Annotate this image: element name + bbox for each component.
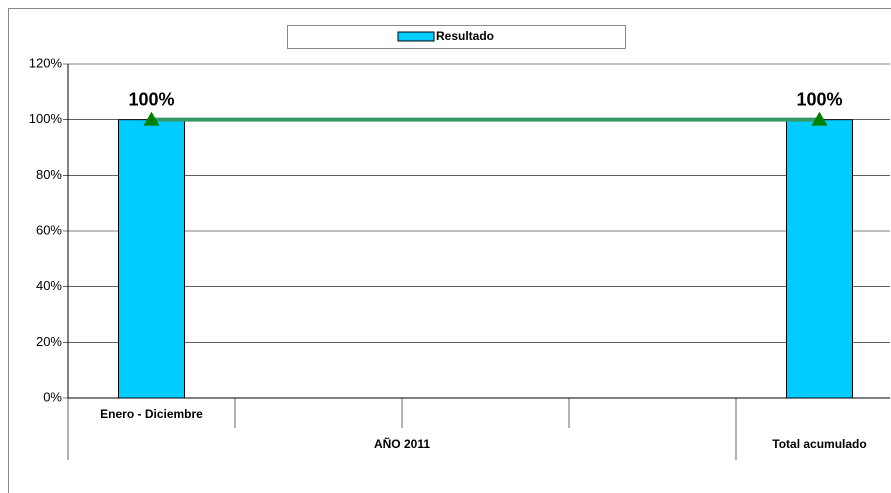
y-tick-label: 120% [29,55,63,70]
legend-label: Resultado [436,29,494,43]
y-tick-label: 60% [36,222,62,237]
x-tick-label: Enero - Diciembre [100,407,203,421]
y-tick-label: 80% [36,167,62,182]
legend-swatch [397,31,435,42]
legend-box [287,25,626,49]
bar [786,119,853,399]
line-marker [143,111,160,126]
y-tick-label: 40% [36,278,62,293]
x-group-label: AÑO 2011 [374,436,430,451]
bar [118,119,185,399]
line-marker [811,111,828,126]
data-label: 100% [796,89,842,109]
data-label: 100% [128,89,174,109]
x-group-label: Total acumulado [772,437,866,451]
y-tick-label: 0% [43,389,62,404]
y-tick-label: 20% [36,334,62,349]
y-tick-label: 100% [29,111,63,126]
